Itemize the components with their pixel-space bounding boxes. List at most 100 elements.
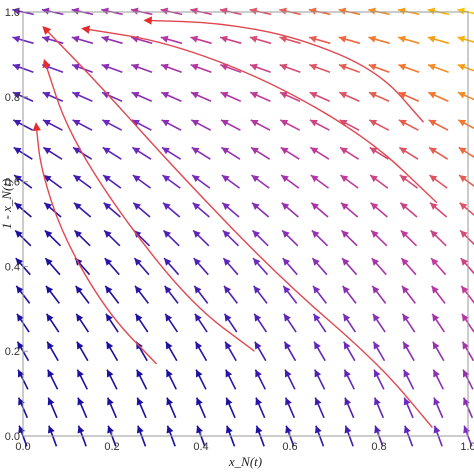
vector-arrow bbox=[73, 229, 91, 247]
vector-arrow bbox=[134, 285, 149, 304]
vector-arrow bbox=[460, 257, 474, 275]
vector-arrow bbox=[249, 35, 272, 45]
vector-arrow bbox=[105, 341, 119, 362]
vector-arrow bbox=[400, 257, 417, 276]
vector-arrow bbox=[310, 202, 329, 218]
vector-arrow bbox=[223, 313, 238, 333]
vector-arrow bbox=[308, 7, 331, 16]
vector-arrow bbox=[253, 313, 268, 333]
vector-arrow bbox=[250, 174, 270, 189]
trajectories bbox=[32, 16, 438, 428]
x-tick-label: 0.8 bbox=[371, 441, 386, 453]
vector-arrow bbox=[343, 369, 355, 390]
vector-arrow bbox=[338, 91, 360, 102]
vector-arrow bbox=[192, 202, 210, 218]
vector-arrow bbox=[369, 174, 389, 189]
vector-arrow bbox=[457, 91, 474, 101]
vector-arrow bbox=[73, 202, 92, 218]
vector-arrow bbox=[428, 119, 449, 131]
vector-arrow bbox=[310, 174, 330, 189]
vector-arrow bbox=[279, 7, 301, 16]
vector-arrow bbox=[220, 91, 242, 102]
vector-arrow bbox=[401, 313, 416, 333]
vector-arrow bbox=[397, 7, 420, 16]
vector-arrow bbox=[42, 91, 64, 102]
vector-arrow bbox=[221, 202, 240, 218]
vector-arrow bbox=[338, 7, 361, 16]
vector-arrow bbox=[312, 285, 327, 304]
vector-arrow bbox=[102, 174, 122, 189]
vector-arrow bbox=[458, 174, 474, 188]
vector-arrow bbox=[76, 369, 88, 390]
vector-arrow bbox=[193, 285, 209, 304]
vector-arrow bbox=[428, 174, 448, 189]
vector-arrow bbox=[194, 313, 208, 333]
vector-arrow bbox=[75, 285, 90, 304]
vector-arrow bbox=[220, 146, 241, 160]
vector-arrow bbox=[398, 63, 420, 74]
vector-arrow bbox=[372, 313, 386, 333]
trajectory-line bbox=[42, 25, 433, 428]
vector-arrow bbox=[190, 35, 212, 45]
vector-arrow bbox=[71, 35, 94, 45]
vector-arrow bbox=[281, 202, 299, 218]
vector-arrow bbox=[402, 341, 415, 362]
plot-border bbox=[22, 11, 469, 437]
vector-arrow bbox=[403, 397, 414, 419]
trajectory-line bbox=[32, 122, 158, 365]
vector-arrow bbox=[282, 257, 298, 276]
vector-arrow bbox=[162, 202, 181, 218]
vector-arrow bbox=[254, 369, 266, 390]
x-tick-label: 0.0 bbox=[15, 441, 30, 453]
vector-arrow bbox=[309, 91, 331, 102]
vector-arrow bbox=[76, 341, 89, 362]
vector-arrow bbox=[252, 257, 269, 276]
vector-arrow bbox=[309, 63, 331, 74]
vector-arrow bbox=[370, 229, 388, 247]
vector-arrow bbox=[251, 202, 270, 218]
vector-arrow bbox=[161, 119, 182, 131]
vector-arrow bbox=[338, 35, 361, 45]
vector-arrow bbox=[222, 257, 239, 276]
vector-arrow bbox=[105, 313, 119, 333]
vector-arrow bbox=[190, 63, 212, 74]
vector-field-arrows bbox=[12, 7, 474, 447]
vector-arrow bbox=[104, 285, 120, 304]
vector-arrow bbox=[368, 63, 390, 74]
vector-arrow bbox=[368, 35, 390, 45]
vector-arrow bbox=[249, 91, 271, 102]
vector-arrow bbox=[220, 119, 241, 131]
vector-arrow bbox=[103, 202, 121, 218]
vector-arrow bbox=[430, 257, 447, 276]
vector-arrow bbox=[165, 369, 177, 390]
vector-arrow bbox=[42, 146, 63, 160]
vector-arrow bbox=[77, 397, 88, 419]
vector-arrow bbox=[132, 202, 151, 218]
vector-arrow bbox=[398, 119, 419, 131]
vector-arrow bbox=[368, 7, 390, 16]
vector-arrow bbox=[75, 313, 90, 333]
vector-arrow bbox=[165, 341, 178, 362]
vector-arrow bbox=[342, 313, 357, 333]
vector-arrow bbox=[371, 257, 387, 276]
vector-arrow bbox=[220, 63, 242, 74]
vector-arrow bbox=[284, 369, 296, 390]
vector-arrow bbox=[44, 257, 61, 276]
vector-arrow bbox=[398, 91, 420, 102]
vector-arrow bbox=[308, 35, 331, 45]
vector-arrow bbox=[431, 313, 446, 333]
vector-arrow bbox=[131, 91, 153, 102]
vector-arrow bbox=[428, 146, 449, 160]
plot-frame bbox=[22, 11, 469, 437]
vector-arrow bbox=[102, 146, 122, 160]
vector-arrow bbox=[280, 146, 300, 160]
vector-arrow bbox=[341, 257, 358, 276]
vector-arrow bbox=[250, 146, 271, 160]
y-tick-label: 0.2 bbox=[5, 346, 20, 358]
vector-arrow bbox=[225, 397, 236, 419]
vector-arrow bbox=[47, 369, 59, 390]
vector-arrow bbox=[311, 257, 328, 276]
vector-arrow bbox=[41, 7, 64, 16]
vector-arrow bbox=[190, 119, 212, 131]
vector-arrow bbox=[279, 63, 301, 74]
